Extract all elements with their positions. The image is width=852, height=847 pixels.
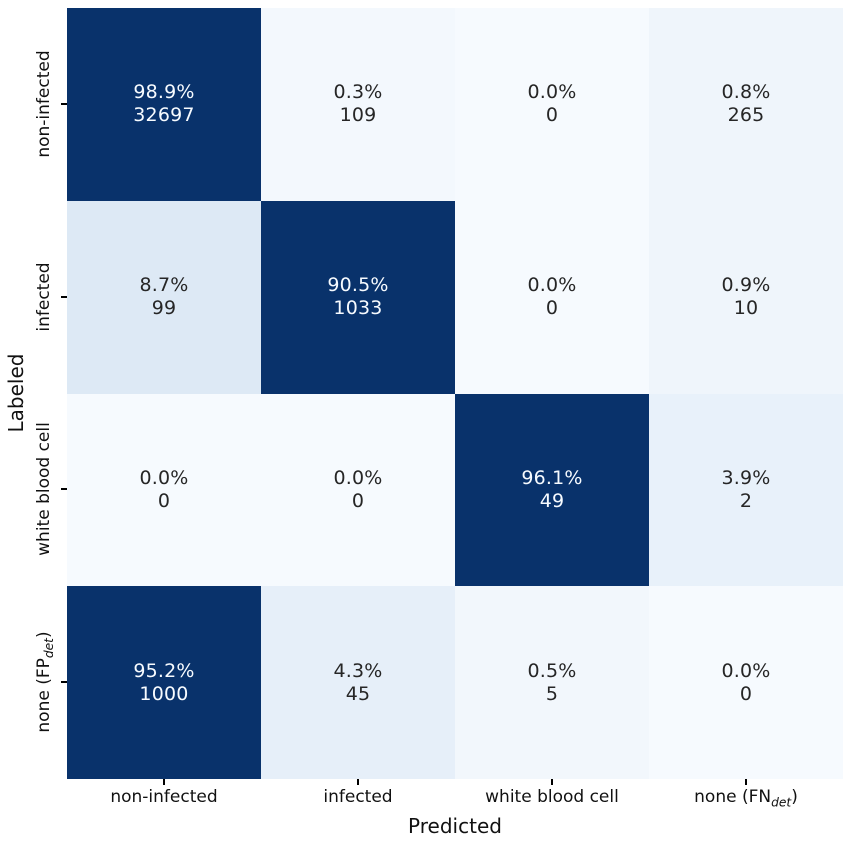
- cell-percent: 0.0%: [721, 659, 771, 682]
- matrix-cell: 0.5% 5: [455, 586, 649, 779]
- cell-count: 1000: [139, 682, 189, 705]
- matrix-cell: 0.0% 0: [649, 586, 843, 779]
- y-tick-mark: [61, 681, 67, 683]
- cell-percent: 0.0%: [333, 466, 383, 489]
- cell-count: 0: [739, 682, 753, 705]
- label-text: white blood cell: [33, 422, 54, 556]
- cell-count: 49: [539, 489, 565, 512]
- cell-percent: 4.3%: [333, 659, 383, 682]
- cell-count: 1033: [333, 297, 383, 320]
- cell-percent: 3.9%: [721, 466, 771, 489]
- y-tick-label-non-infected: non-infected: [34, 50, 56, 157]
- x-tick-label-non-infected: non-infected: [110, 787, 217, 809]
- matrix-cell: 95.2% 1000: [67, 586, 261, 779]
- matrix-cell: 0.3% 109: [261, 8, 455, 201]
- label-text: non-infected: [33, 50, 54, 158]
- cell-percent: 90.5%: [327, 274, 389, 297]
- label-text: none (FN: [694, 787, 772, 807]
- cell-percent: 0.0%: [527, 81, 577, 104]
- label-text: none (FP: [33, 658, 54, 733]
- cell-percent: 98.9%: [133, 81, 195, 104]
- label-text: white blood cell: [485, 787, 619, 807]
- matrix-cell: 0.9% 10: [649, 200, 843, 394]
- cell-count: 10: [733, 297, 759, 320]
- cell-count: 0: [157, 489, 171, 512]
- cell-count: 45: [345, 682, 371, 705]
- cell-percent: 0.8%: [721, 81, 771, 104]
- y-tick-mark: [61, 103, 67, 105]
- x-tick-mark: [551, 779, 553, 785]
- matrix-cell: 0.8% 265: [649, 8, 843, 201]
- label-text: infected: [323, 787, 393, 807]
- y-tick-mark: [61, 488, 67, 490]
- cell-percent: 96.1%: [521, 466, 583, 489]
- cell-count: 109: [339, 104, 377, 127]
- label-subscript: det: [42, 638, 57, 659]
- x-axis-label: Predicted: [408, 814, 502, 838]
- matrix-cell: 8.7% 99: [67, 200, 261, 394]
- cell-percent: 0.0%: [139, 466, 189, 489]
- matrix-cell: 0.0% 0: [455, 8, 649, 201]
- x-tick-mark: [357, 779, 359, 785]
- x-tick-label-none-fn: none (FNdet): [694, 787, 798, 809]
- cell-percent: 8.7%: [139, 274, 189, 297]
- y-tick-label-infected: infected: [34, 262, 56, 331]
- cell-percent: 0.5%: [527, 659, 577, 682]
- label-text: infected: [33, 262, 54, 332]
- matrix-cell: 4.3% 45: [261, 586, 455, 779]
- heatmap-grid: 98.9% 32697 0.3% 109 0.0% 0 0.8% 265 8.7% 99 …: [67, 8, 843, 779]
- label-text: ): [791, 787, 798, 807]
- x-tick-mark: [745, 779, 747, 785]
- y-axis-label: Labeled: [4, 353, 28, 433]
- cell-percent: 0.3%: [333, 81, 383, 104]
- label-subscript: det: [771, 795, 792, 810]
- cell-count: 0: [545, 297, 559, 320]
- cell-count: 0: [545, 104, 559, 127]
- cell-count: 265: [727, 104, 765, 127]
- matrix-cell: 3.9% 2: [649, 393, 843, 587]
- cell-count: 2: [739, 489, 753, 512]
- matrix-cell: 90.5% 1033: [261, 200, 455, 394]
- matrix-cell: 96.1% 49: [455, 393, 649, 587]
- cell-percent: 0.9%: [721, 274, 771, 297]
- cell-count: 0: [351, 489, 365, 512]
- matrix-cell: 98.9% 32697: [67, 8, 261, 201]
- cell-count: 99: [151, 297, 177, 320]
- matrix-cell: 0.0% 0: [67, 393, 261, 587]
- x-tick-label-infected: infected: [323, 787, 392, 809]
- cell-percent: 0.0%: [527, 274, 577, 297]
- label-text: non-infected: [110, 787, 218, 807]
- x-tick-mark: [163, 779, 165, 785]
- cell-percent: 95.2%: [133, 659, 195, 682]
- cell-count: 5: [545, 682, 559, 705]
- matrix-cell: 0.0% 0: [261, 393, 455, 587]
- cell-count: 32697: [133, 104, 195, 127]
- label-text: ): [33, 631, 54, 639]
- y-tick-label-white-blood-cell: white blood cell: [34, 422, 56, 556]
- y-tick-label-none-fp: none (FPdet): [34, 631, 56, 732]
- matrix-cell: 0.0% 0: [455, 200, 649, 394]
- y-tick-mark: [61, 296, 67, 298]
- x-tick-label-white-blood-cell: white blood cell: [485, 787, 619, 809]
